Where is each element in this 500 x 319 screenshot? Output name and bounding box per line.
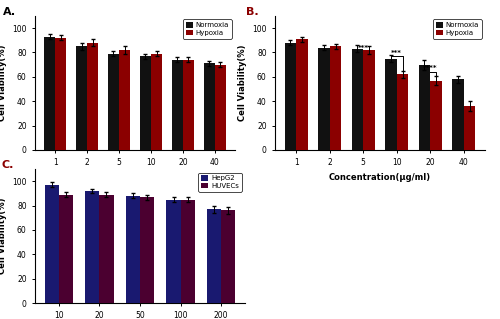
- Bar: [140, 197, 154, 303]
- Bar: [172, 60, 183, 150]
- Bar: [318, 48, 330, 150]
- X-axis label: Concentration(μg/ml): Concentration(μg/ml): [329, 173, 431, 182]
- Bar: [296, 39, 308, 150]
- Legend: Normoxia, Hypoxia: Normoxia, Hypoxia: [433, 19, 482, 39]
- Legend: Normoxia, Hypoxia: Normoxia, Hypoxia: [183, 19, 232, 39]
- Bar: [87, 43, 99, 150]
- Bar: [364, 50, 375, 150]
- Bar: [126, 196, 140, 303]
- Bar: [59, 195, 73, 303]
- Text: B.: B.: [246, 7, 258, 17]
- Text: ****: ****: [423, 65, 438, 71]
- Bar: [44, 185, 59, 303]
- Bar: [108, 54, 119, 150]
- Bar: [204, 63, 214, 150]
- Bar: [100, 195, 114, 303]
- Bar: [151, 54, 162, 150]
- Bar: [44, 37, 56, 150]
- X-axis label: Concentration (μg/ml): Concentration (μg/ml): [82, 173, 188, 182]
- Legend: HepG2, HUVECs: HepG2, HUVECs: [198, 173, 242, 192]
- Y-axis label: Cell Viability(%): Cell Viability(%): [0, 198, 6, 274]
- Bar: [85, 191, 100, 303]
- Text: C.: C.: [2, 160, 14, 170]
- Bar: [396, 74, 408, 150]
- Bar: [221, 211, 236, 303]
- Y-axis label: Cell Viability(%): Cell Viability(%): [0, 45, 6, 121]
- Bar: [207, 209, 221, 303]
- Bar: [119, 50, 130, 150]
- Bar: [284, 43, 296, 150]
- Bar: [352, 49, 364, 150]
- Bar: [418, 65, 430, 150]
- Bar: [452, 79, 464, 150]
- Bar: [180, 199, 195, 303]
- Bar: [430, 80, 442, 150]
- Text: ***: ***: [392, 49, 402, 56]
- Bar: [464, 106, 475, 150]
- Bar: [183, 60, 194, 150]
- Bar: [140, 56, 151, 150]
- Bar: [385, 59, 396, 150]
- Bar: [330, 46, 342, 150]
- Bar: [214, 65, 226, 150]
- Bar: [76, 46, 87, 150]
- Text: A.: A.: [3, 7, 16, 17]
- Bar: [56, 38, 66, 150]
- Y-axis label: Cell Viability(%): Cell Viability(%): [238, 45, 246, 121]
- Bar: [166, 199, 180, 303]
- Text: ***: ***: [358, 45, 368, 51]
